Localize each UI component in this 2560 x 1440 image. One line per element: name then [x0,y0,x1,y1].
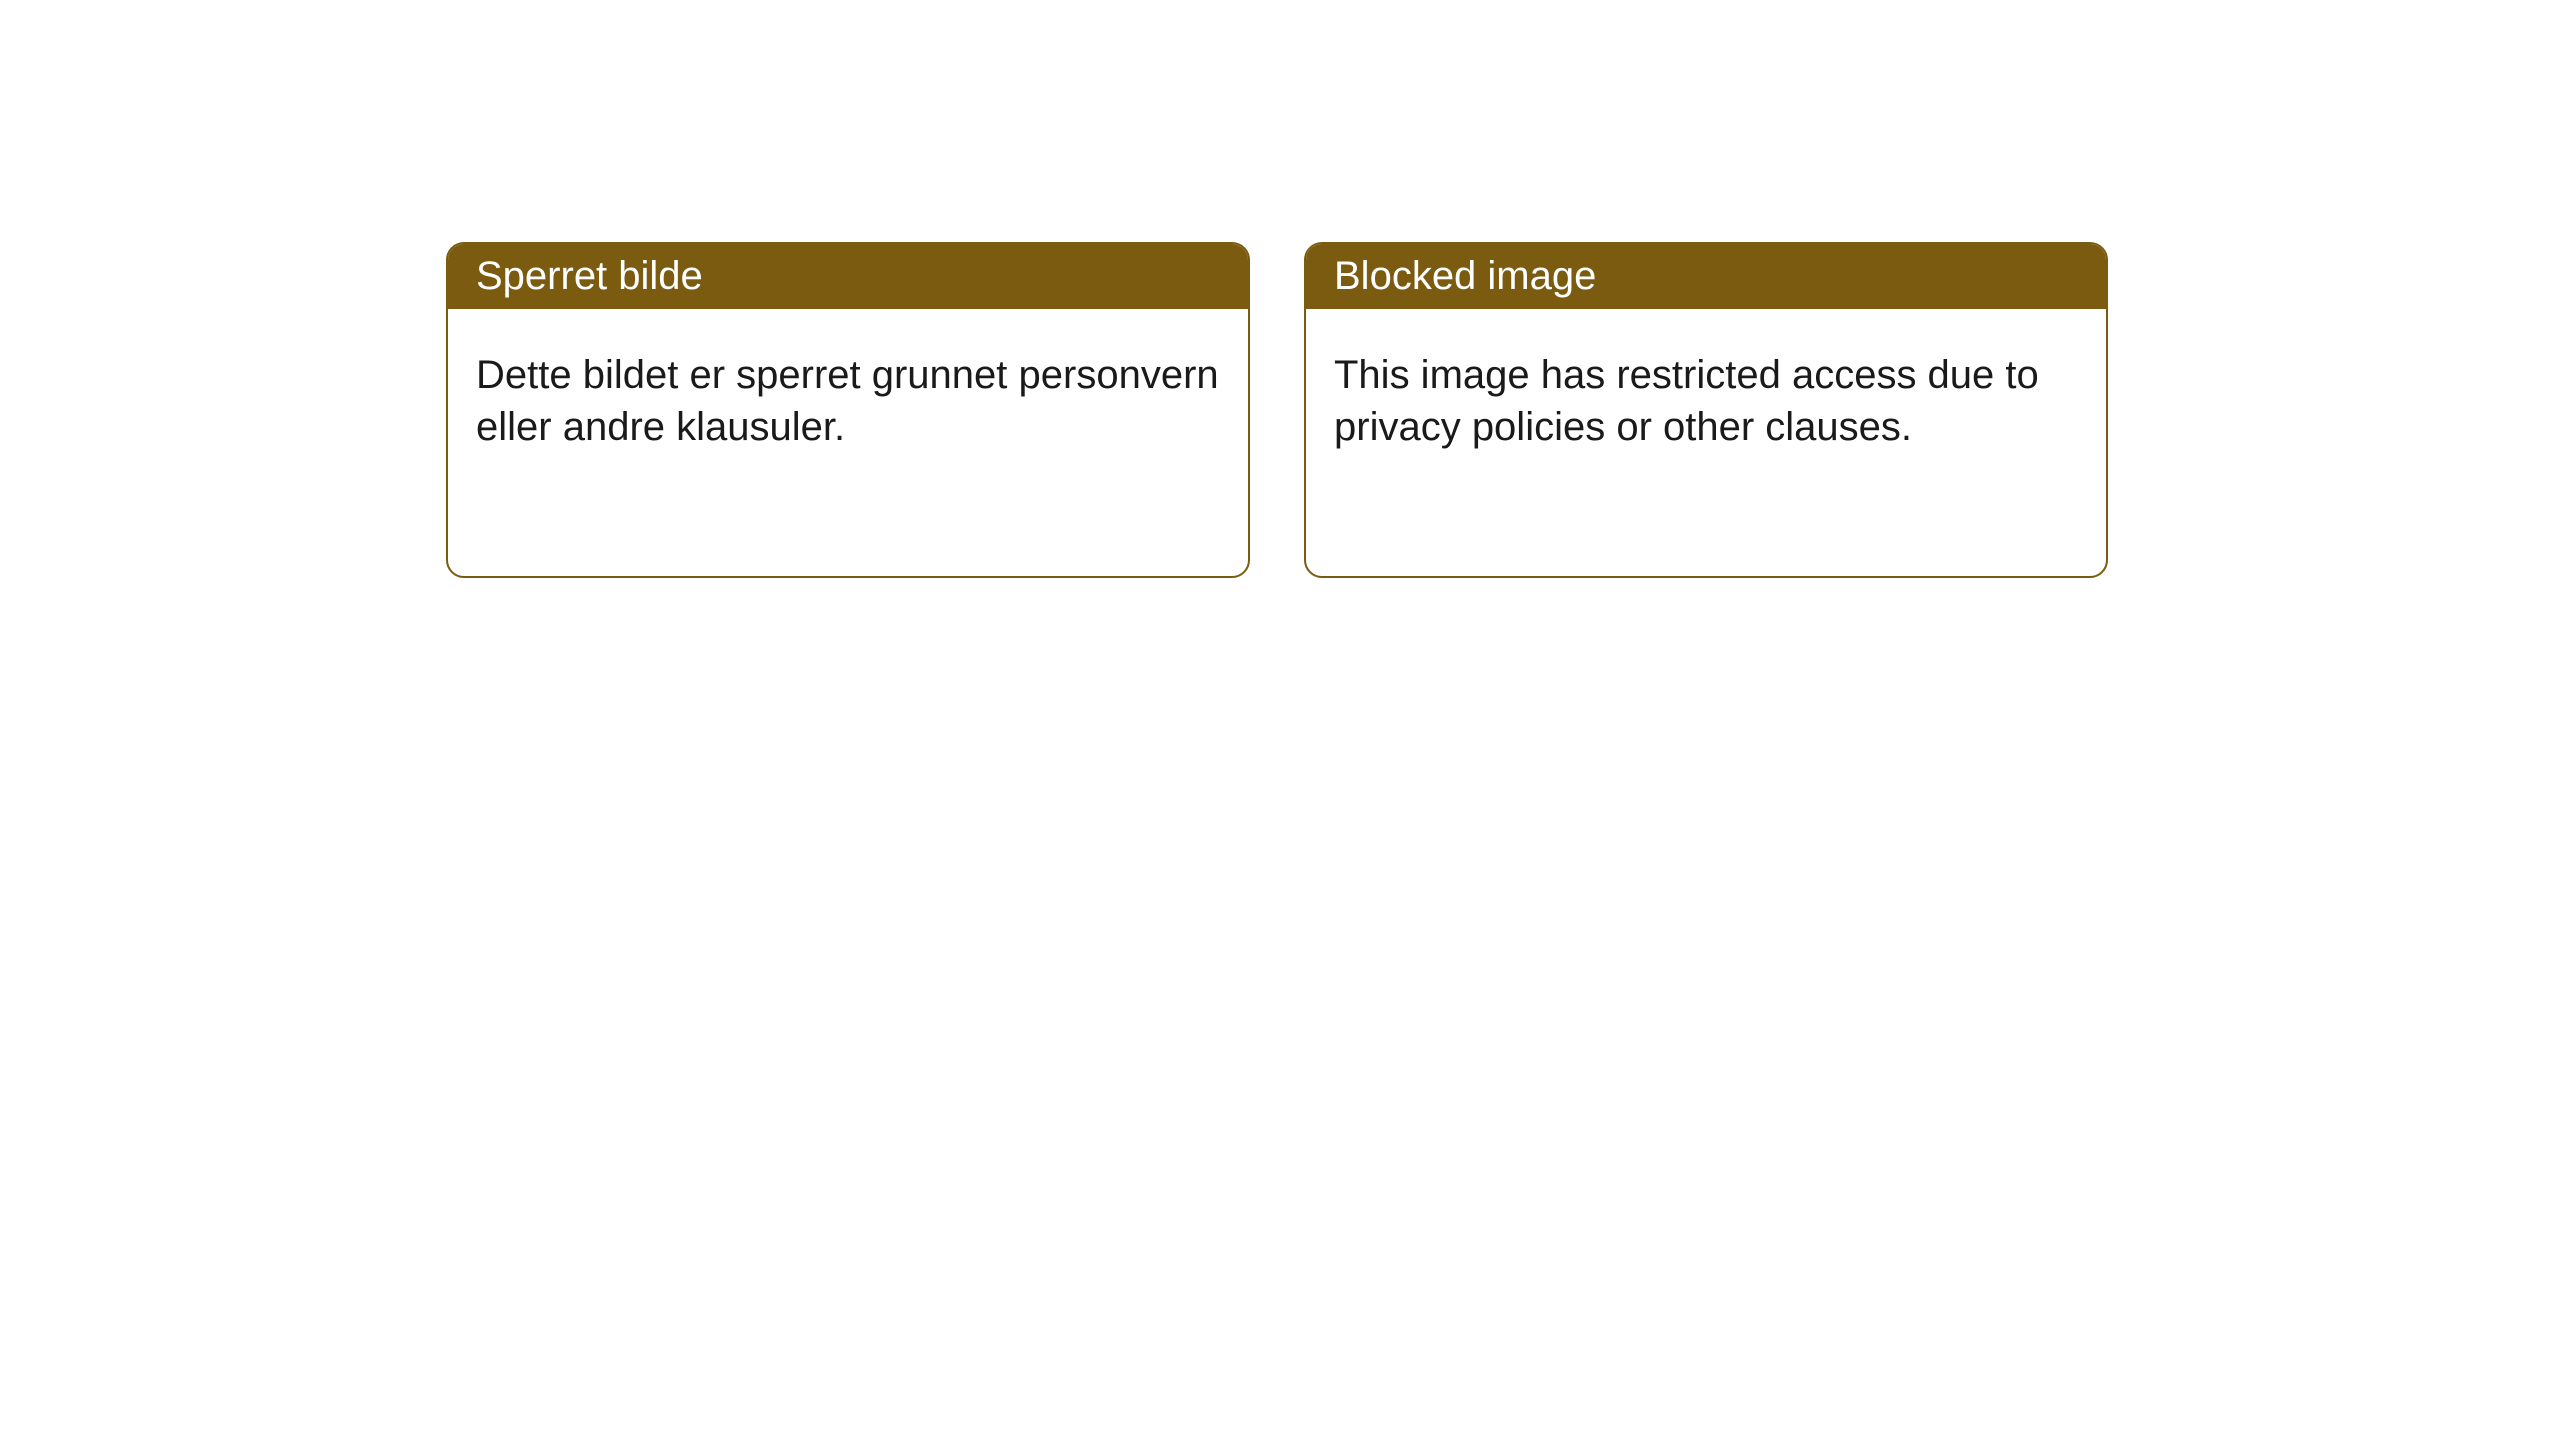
card-title: Sperret bilde [476,254,703,298]
card-body: Dette bildet er sperret grunnet personve… [448,309,1248,481]
cards-container: Sperret bilde Dette bildet er sperret gr… [0,0,2560,578]
blocked-image-card-no: Sperret bilde Dette bildet er sperret gr… [446,242,1250,578]
blocked-image-card-en: Blocked image This image has restricted … [1304,242,2108,578]
card-title: Blocked image [1334,254,1596,298]
card-body-text: Dette bildet er sperret grunnet personve… [476,353,1219,449]
card-header: Blocked image [1306,244,2106,309]
card-header: Sperret bilde [448,244,1248,309]
card-body-text: This image has restricted access due to … [1334,353,2039,449]
card-body: This image has restricted access due to … [1306,309,2106,481]
